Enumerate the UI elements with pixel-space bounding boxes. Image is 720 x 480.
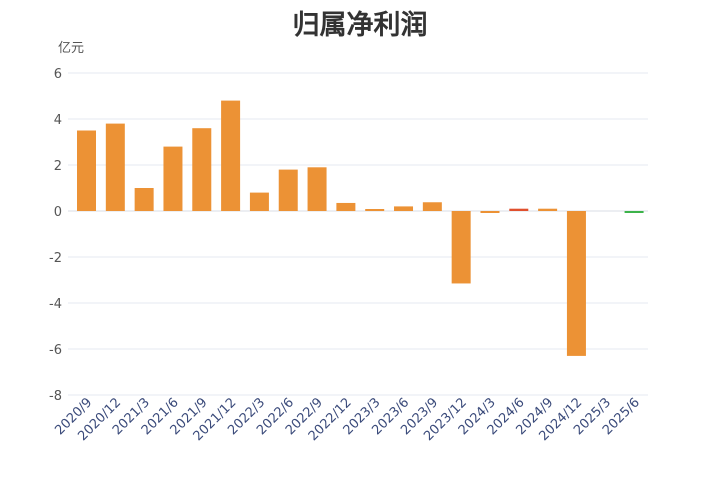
bar-2022-9 xyxy=(307,167,327,211)
bar-2025-6 xyxy=(624,211,644,213)
y-tick-label: -8 xyxy=(49,389,62,404)
bar-2021-9 xyxy=(192,128,212,211)
bar-2023-12 xyxy=(451,211,471,284)
bar-2021-6 xyxy=(163,146,183,211)
bar-2022-6 xyxy=(278,169,298,211)
y-axis-unit-label: 亿元 xyxy=(58,41,84,56)
bar-2024-12 xyxy=(566,211,586,356)
y-tick-label: -4 xyxy=(49,297,62,312)
y-tick-label: -6 xyxy=(49,343,62,358)
bar-2024-6 xyxy=(509,208,529,211)
bar-2022-12 xyxy=(336,202,356,211)
y-tick-label: 0 xyxy=(54,205,62,220)
bar-2023-3 xyxy=(365,209,385,211)
bars xyxy=(77,100,644,356)
bar-2021-3 xyxy=(134,188,154,211)
bar-2020-12 xyxy=(105,123,125,211)
bar-2023-9 xyxy=(422,202,442,211)
chart-title: 归属净利润 xyxy=(293,9,428,41)
y-tick-label: 4 xyxy=(54,113,62,128)
x-axis-ticks: 2020/92020/122021/32021/62021/92021/1220… xyxy=(52,395,643,444)
y-tick-label: 6 xyxy=(54,67,62,82)
y-tick-label: -2 xyxy=(49,251,62,266)
bar-2023-6 xyxy=(394,206,414,211)
grid-lines xyxy=(68,72,648,396)
bar-2021-12 xyxy=(221,100,241,211)
bar-2024-3 xyxy=(480,211,500,213)
bar-2022-3 xyxy=(249,192,269,211)
bar-2024-9 xyxy=(538,208,558,211)
y-axis-ticks: 6 4 2 0 -2 -4 -6 -8 xyxy=(49,67,62,404)
y-tick-label: 2 xyxy=(54,159,62,174)
bar-2020-9 xyxy=(77,130,96,211)
